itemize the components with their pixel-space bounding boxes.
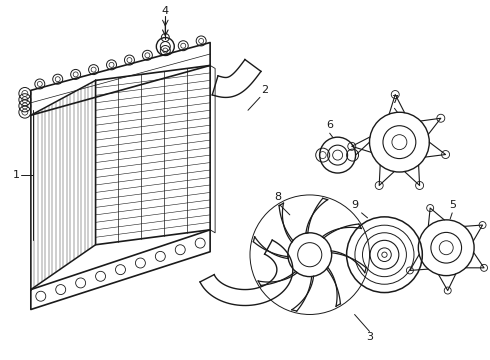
Text: 2: 2: [261, 85, 269, 95]
Text: 1: 1: [12, 170, 20, 180]
Text: 9: 9: [351, 200, 358, 210]
Text: 3: 3: [366, 332, 373, 342]
Text: 8: 8: [274, 192, 281, 202]
Text: 7: 7: [391, 95, 398, 105]
Text: 4: 4: [162, 6, 169, 15]
Text: 6: 6: [326, 120, 333, 130]
Text: 5: 5: [449, 200, 456, 210]
